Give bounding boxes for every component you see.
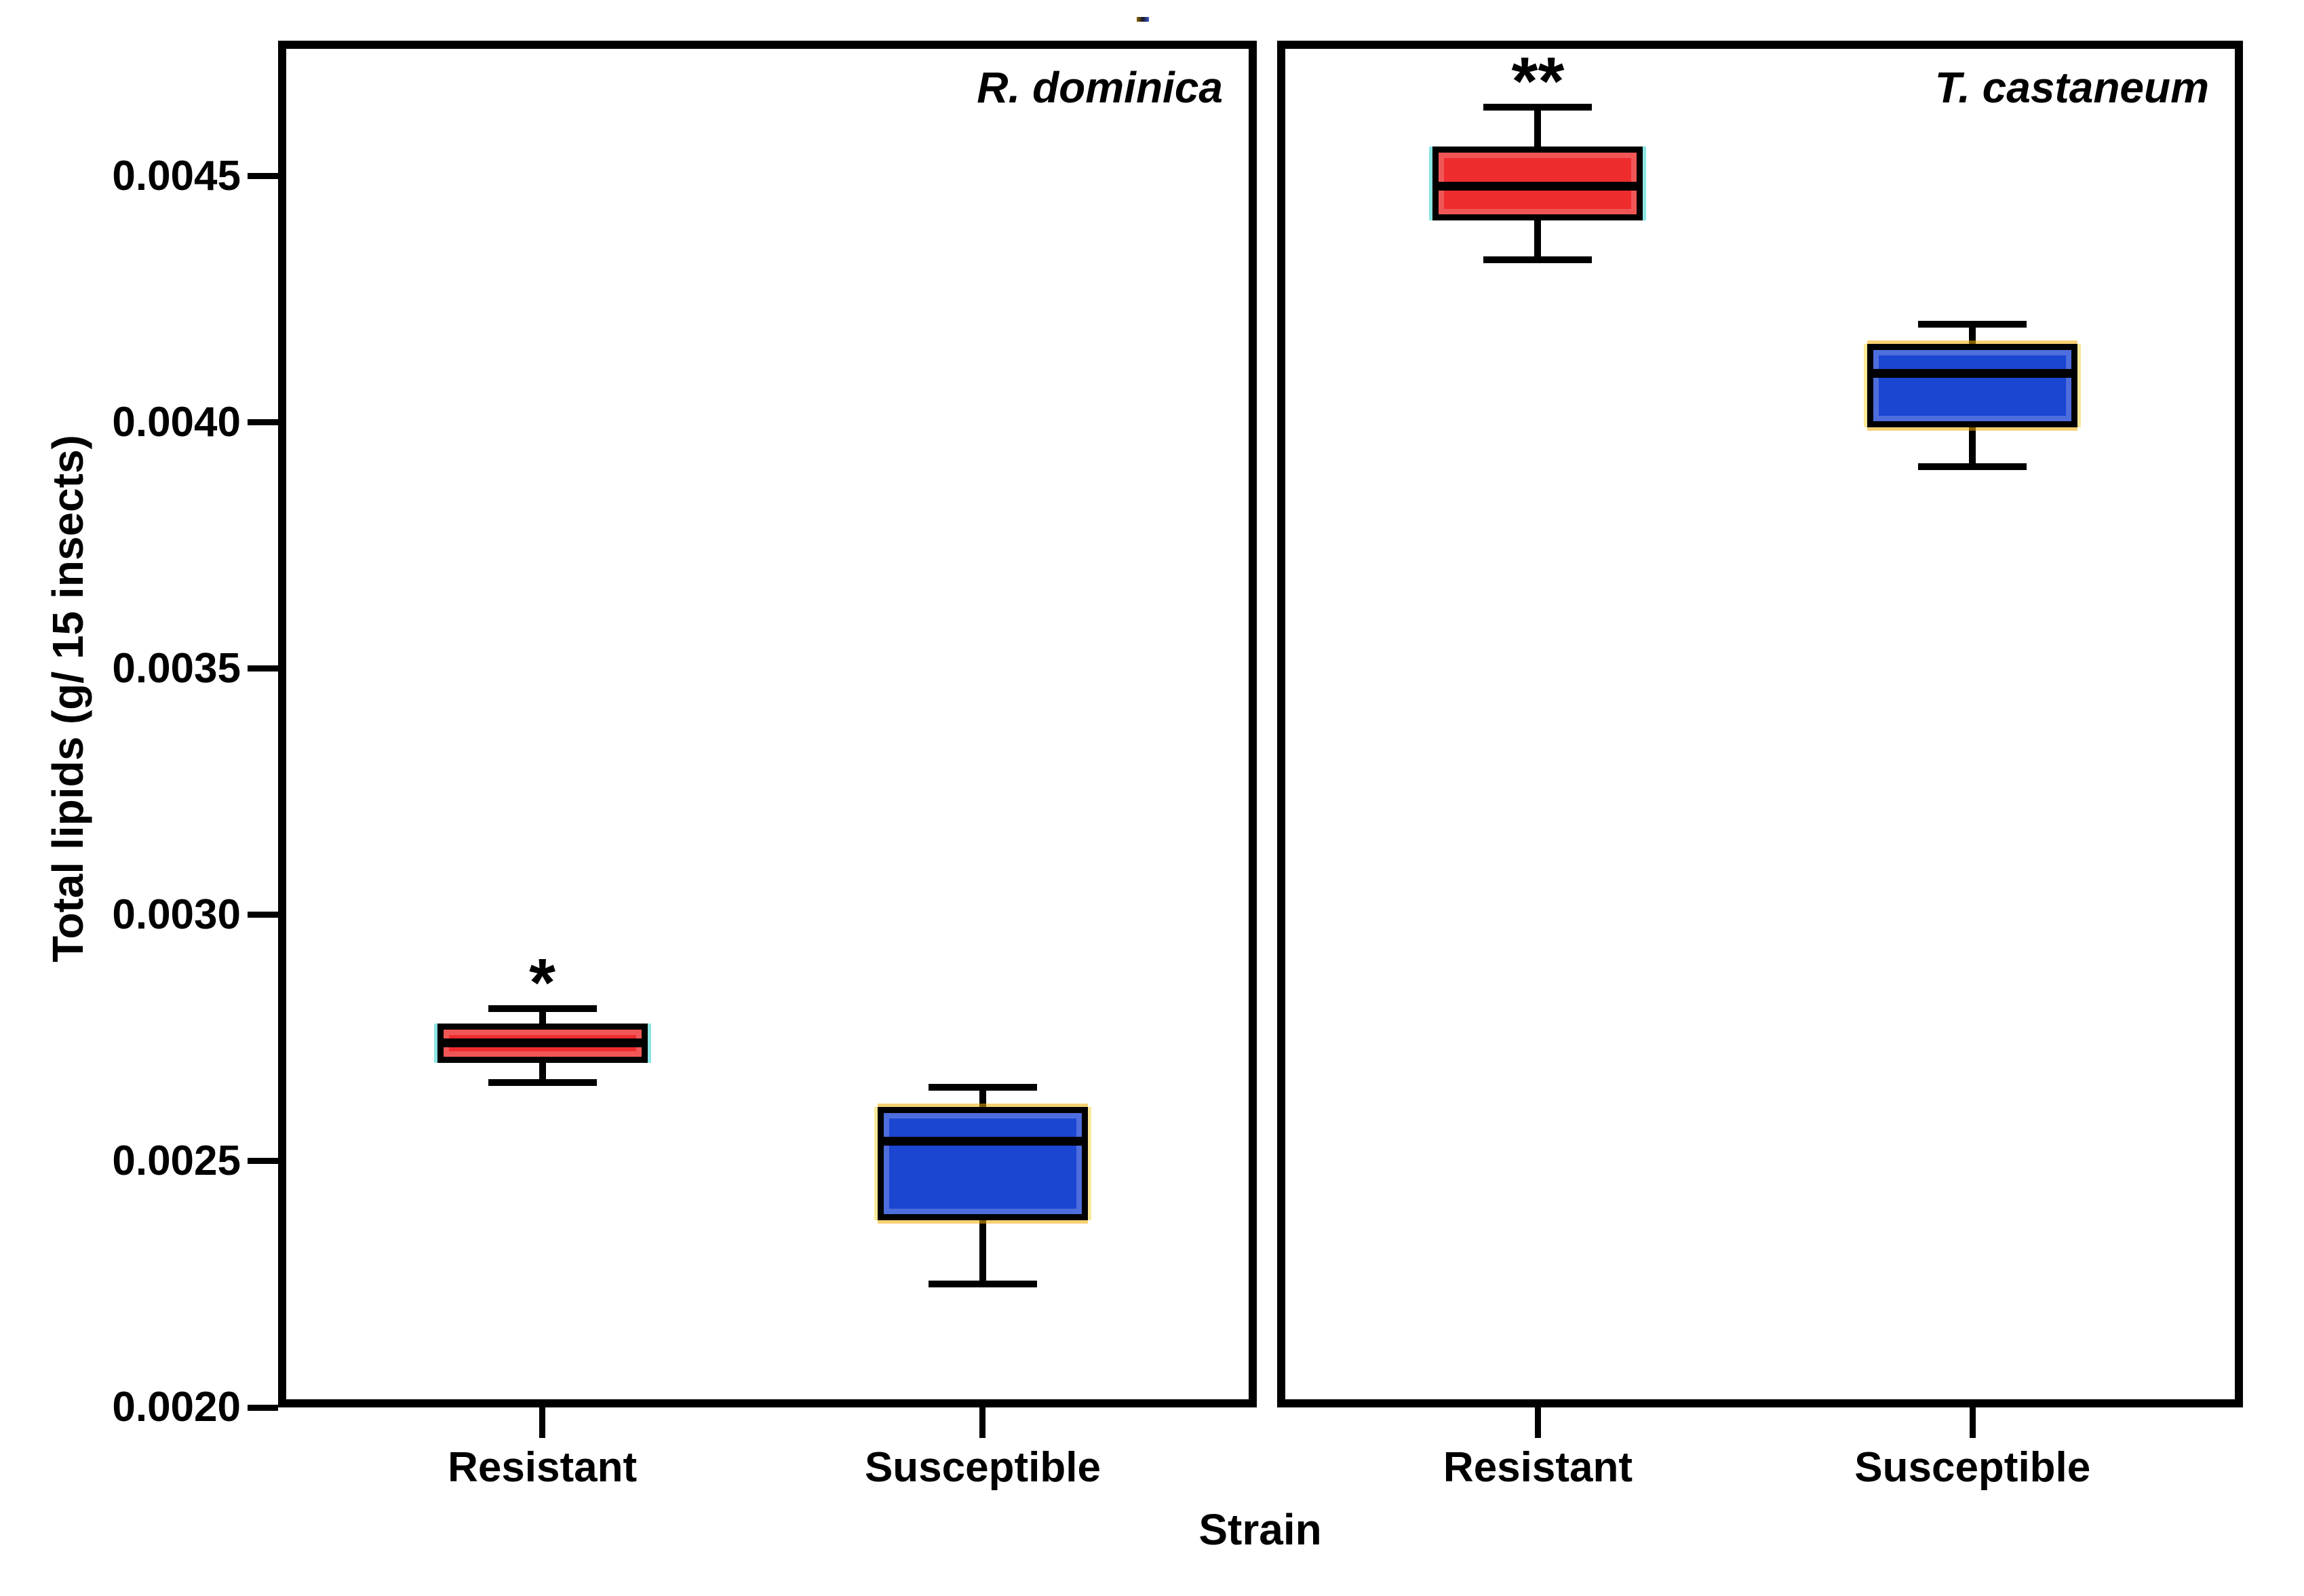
x-axis-tick (539, 1407, 546, 1438)
whisker-lower-stem (539, 1062, 546, 1083)
x-axis-tick (979, 1407, 986, 1438)
whisker-upper-cap (488, 1005, 597, 1012)
whisker-upper-cap (1918, 320, 2027, 328)
x-axis-category-label: Susceptible (864, 1444, 1101, 1491)
x-axis-category-label: Resistant (1443, 1444, 1633, 1491)
y-axis-tick (248, 1404, 278, 1411)
panel-r-dominica: R. dominica (278, 41, 1257, 1407)
y-axis-tick (248, 665, 278, 672)
box-susceptible (1867, 343, 2078, 427)
significance-annotation: ** (1511, 43, 1565, 120)
panel-title-t-castaneum: T. castaneum (1934, 63, 2209, 112)
box-susceptible (877, 1107, 1088, 1221)
y-axis-tick-label: 0.0040 (112, 398, 241, 446)
whisker-lower-stem (1534, 220, 1542, 260)
whisker-lower-cap (1918, 463, 2027, 471)
y-axis-tick-label: 0.0020 (112, 1384, 241, 1430)
x-axis-title: Strain (1198, 1505, 1322, 1554)
whisker-upper-stem (539, 1008, 546, 1024)
whisker-lower-stem (1969, 427, 1976, 467)
median-line (883, 1137, 1082, 1146)
median-line (1873, 368, 2072, 378)
y-axis-tick (248, 419, 278, 426)
whisker-upper-cap (1483, 104, 1593, 111)
whisker-lower-stem (979, 1220, 986, 1285)
y-axis-tick (248, 912, 278, 918)
median-line (1439, 181, 1637, 191)
whisker-lower-cap (1483, 256, 1593, 264)
whisker-lower-cap (928, 1281, 1037, 1288)
y-axis-tick-label: 0.0045 (112, 152, 241, 199)
y-axis-tick (248, 1158, 278, 1165)
y-axis-tick-label: 0.0030 (112, 891, 241, 938)
whisker-upper-stem (979, 1087, 986, 1108)
panel-t-castaneum: T. castaneum (1277, 41, 2243, 1407)
x-axis-tick (1969, 1407, 1976, 1438)
whisker-lower-cap (488, 1078, 597, 1086)
whisker-upper-stem (1534, 107, 1542, 147)
x-axis-category-label: Resistant (448, 1444, 638, 1491)
y-axis-tick-label: 0.0025 (112, 1137, 241, 1184)
y-axis-tick (248, 173, 278, 180)
x-axis-tick (1534, 1407, 1541, 1438)
median-line (443, 1038, 642, 1048)
significance-annotation: * (529, 944, 556, 1021)
y-axis-tick-label: 0.0035 (112, 644, 241, 692)
whisker-upper-cap (928, 1084, 1037, 1091)
stray-dash-mark (1137, 17, 1149, 22)
panel-title-r-dominica: R. dominica (977, 63, 1223, 112)
whisker-upper-stem (1969, 324, 1976, 344)
x-axis-category-label: Susceptible (1854, 1444, 2091, 1491)
